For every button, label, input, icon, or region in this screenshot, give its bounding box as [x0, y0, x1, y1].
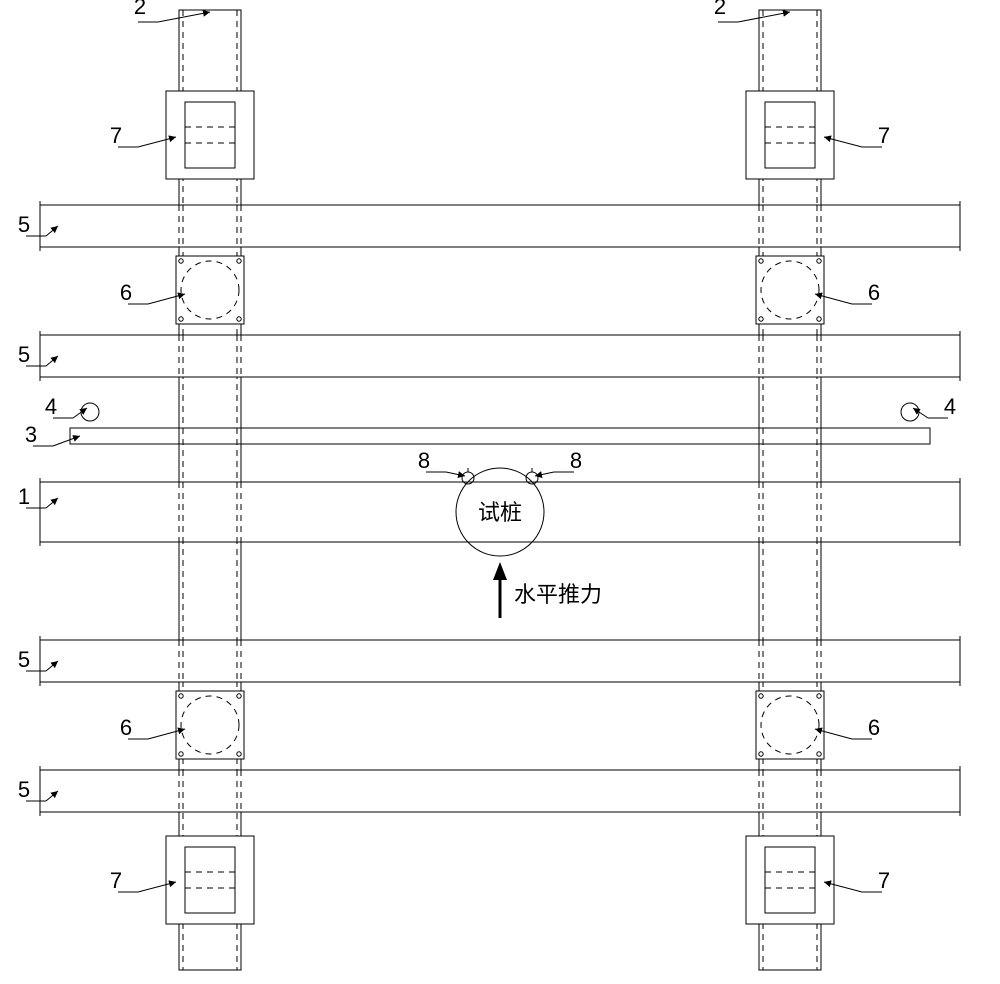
svg-text:6: 6	[120, 715, 132, 740]
svg-text:试桩: 试桩	[478, 500, 522, 525]
svg-text:8: 8	[570, 448, 582, 473]
svg-text:5: 5	[18, 342, 30, 367]
svg-text:6: 6	[868, 280, 880, 305]
svg-text:8: 8	[418, 448, 430, 473]
svg-text:3: 3	[25, 422, 37, 447]
svg-text:5: 5	[18, 777, 30, 802]
svg-text:水平推力: 水平推力	[514, 582, 602, 607]
svg-text:6: 6	[868, 715, 880, 740]
svg-text:6: 6	[120, 280, 132, 305]
engineering-diagram: 试桩水平推力22775665443188566577	[0, 0, 1000, 984]
svg-text:4: 4	[45, 394, 57, 419]
svg-text:5: 5	[18, 647, 30, 672]
svg-text:5: 5	[18, 212, 30, 237]
svg-text:2: 2	[714, 0, 726, 19]
svg-text:4: 4	[944, 394, 956, 419]
svg-text:7: 7	[878, 868, 890, 893]
svg-text:2: 2	[134, 0, 146, 19]
svg-text:1: 1	[18, 484, 30, 509]
svg-text:7: 7	[110, 123, 122, 148]
svg-text:7: 7	[110, 868, 122, 893]
svg-text:7: 7	[878, 123, 890, 148]
